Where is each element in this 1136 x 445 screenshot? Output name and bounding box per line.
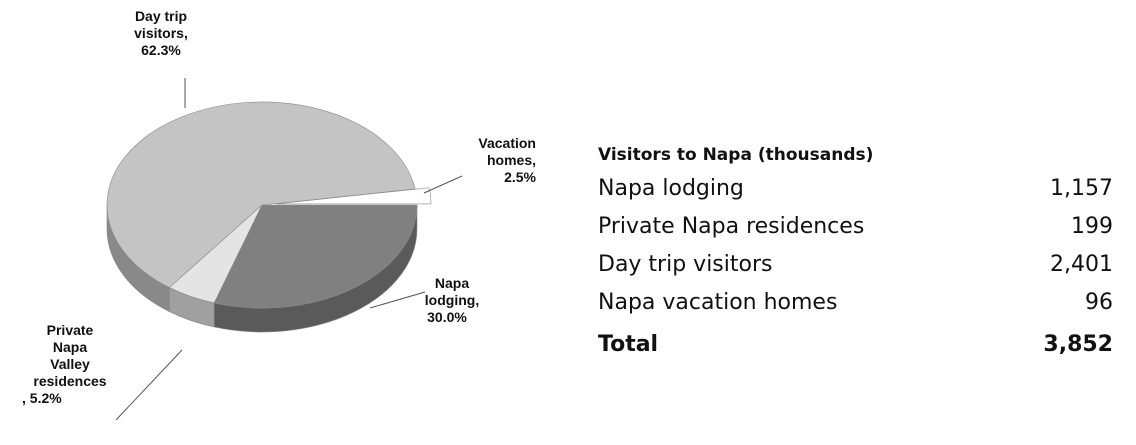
- cell-value: 3,852: [1043, 332, 1113, 357]
- value-label: 30.0%: [427, 309, 467, 325]
- table-row: Day trip visitors 2,401: [598, 246, 1113, 284]
- cell-label: Private Napa residences: [598, 214, 865, 239]
- table: Visitors to Napa (thousands) Napa lodgin…: [598, 140, 1113, 364]
- table-row: Napa vacation homes 96: [598, 284, 1113, 322]
- cell-value: 199: [1071, 214, 1113, 239]
- slice: [106, 101, 416, 288]
- leader-line: [115, 349, 183, 421]
- cell-value: 2,401: [1050, 252, 1113, 277]
- slice: [213, 204, 418, 309]
- table-title: Visitors to Napa (thousands): [598, 145, 874, 165]
- cell-label: Day trip visitors: [598, 252, 773, 277]
- slice: [275, 187, 432, 205]
- slice-label: Vacation homes, 2.5%: [436, 135, 536, 186]
- table-row: Napa lodging 1,157: [598, 170, 1113, 208]
- table-row: Total 3,852: [598, 326, 1113, 364]
- slice-label: Private Napa Valley residences, 5.2%: [22, 322, 118, 407]
- slice-label: Day trip visitors, 62.3%: [120, 8, 202, 59]
- value-label: 62.3%: [141, 42, 181, 58]
- category-label: Vacation homes,: [478, 135, 536, 168]
- table-row: Private Napa residences 199: [598, 208, 1113, 246]
- cell-label: Total: [598, 332, 659, 357]
- cell-value: 96: [1085, 290, 1113, 315]
- table-body: Napa lodging 1,157 Private Napa residences…: [598, 170, 1113, 364]
- cell-label: Napa vacation homes: [598, 290, 838, 315]
- value-label: , 5.2%: [22, 390, 62, 406]
- pie: [106, 101, 432, 333]
- category-label: Day trip visitors,: [134, 8, 188, 41]
- cell-label: Napa lodging: [598, 176, 744, 201]
- category-label: Napa lodging,: [424, 275, 480, 308]
- leader-line: [369, 291, 426, 309]
- leader-line: [423, 175, 463, 194]
- category-label: Private Napa Valley residences: [33, 322, 107, 389]
- cell-value: 1,157: [1050, 176, 1113, 201]
- value-label: 2.5%: [504, 169, 536, 185]
- slice-label: Napa lodging, 30.0%: [402, 275, 492, 326]
